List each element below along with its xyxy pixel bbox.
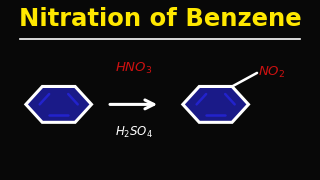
Polygon shape (26, 86, 92, 122)
Text: $\mathit{H_2SO_4}$: $\mathit{H_2SO_4}$ (115, 125, 153, 140)
Text: $\mathit{HNO_3}$: $\mathit{HNO_3}$ (115, 61, 152, 76)
Polygon shape (183, 86, 248, 122)
Text: Nitration of Benzene: Nitration of Benzene (19, 7, 301, 31)
Text: $\mathit{NO_2}$: $\mathit{NO_2}$ (259, 65, 286, 80)
